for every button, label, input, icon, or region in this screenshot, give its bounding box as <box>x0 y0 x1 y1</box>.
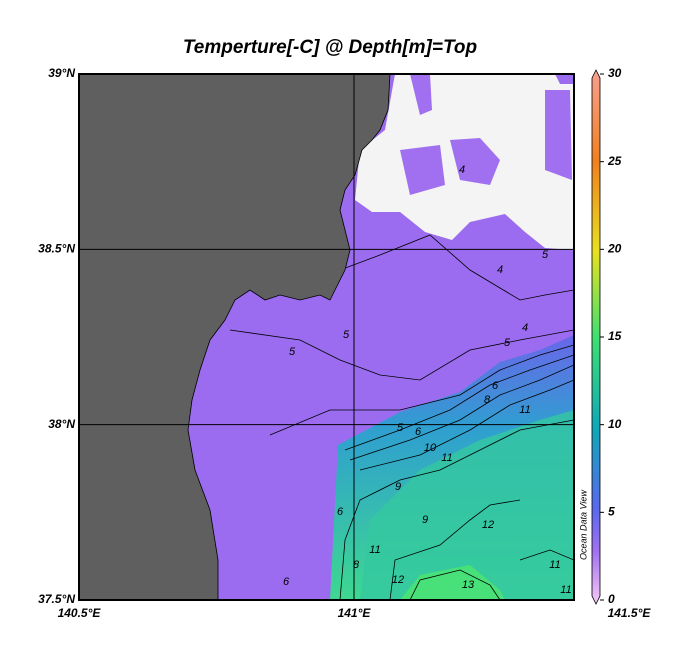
contour-label: 4 <box>497 264 503 276</box>
contour-label: 8 <box>484 394 491 406</box>
map-title: Temperture[-C] @ Depth[m]=Top <box>183 37 477 58</box>
contour-label: 5 <box>504 337 511 349</box>
contour-label: 12 <box>482 519 494 531</box>
contour-label: 6 <box>283 576 290 588</box>
contour-label: 9 <box>422 514 428 526</box>
y-tick-label: 38.5°N <box>38 242 75 256</box>
x-tick-label: 141.5°E <box>608 606 652 620</box>
colorbar-tick-label: 15 <box>608 329 622 343</box>
map-frame <box>78 73 575 601</box>
y-tick-label: 39°N <box>48 66 75 80</box>
contour-label: 11 <box>369 544 380 556</box>
contour-label: 6 <box>492 380 499 392</box>
y-tick-label: 38°N <box>48 417 75 431</box>
contour-label: 10 <box>424 442 437 454</box>
colorbar-tick-label: 20 <box>607 242 622 256</box>
contour-label: 12 <box>392 574 404 586</box>
contour-label: 5 <box>343 329 350 341</box>
contours <box>229 234 574 600</box>
colorbar <box>591 69 601 605</box>
contour-label: 11 <box>549 559 560 571</box>
y-tick-label: 37.5°N <box>38 592 75 606</box>
contour-label: 13 <box>462 579 475 591</box>
contour-label: 4 <box>459 164 465 176</box>
contour-label: 6 <box>415 426 422 438</box>
land <box>79 74 391 600</box>
contour-label: 11 <box>560 584 571 596</box>
x-tick-label: 141°E <box>338 606 372 620</box>
warm-core <box>360 410 574 600</box>
contour-label: 6 <box>337 506 344 518</box>
x-tick-label: 140.5°E <box>58 606 102 620</box>
colorbar-tick-label: 30 <box>608 66 622 80</box>
colorbar-tick-label: 10 <box>608 417 622 431</box>
warm-core <box>400 565 505 600</box>
contour-label: 11 <box>441 452 452 464</box>
contour-label: 5 <box>289 346 296 358</box>
contour-label: 11 <box>519 404 530 416</box>
grid <box>79 74 574 600</box>
contour-label: 5 <box>542 249 549 261</box>
watermark: Ocean Data View <box>578 490 588 560</box>
colorbar-tick-label: 5 <box>608 505 615 519</box>
colorbar-tick-label: 0 <box>608 592 615 606</box>
contour-label: 4 <box>522 322 528 334</box>
contour-label: 5 <box>397 422 404 434</box>
colorbar-tick-label: 25 <box>607 154 622 168</box>
ocean-patch <box>400 74 572 195</box>
contour-label: 8 <box>353 559 360 571</box>
contour-label: 9 <box>395 481 401 493</box>
